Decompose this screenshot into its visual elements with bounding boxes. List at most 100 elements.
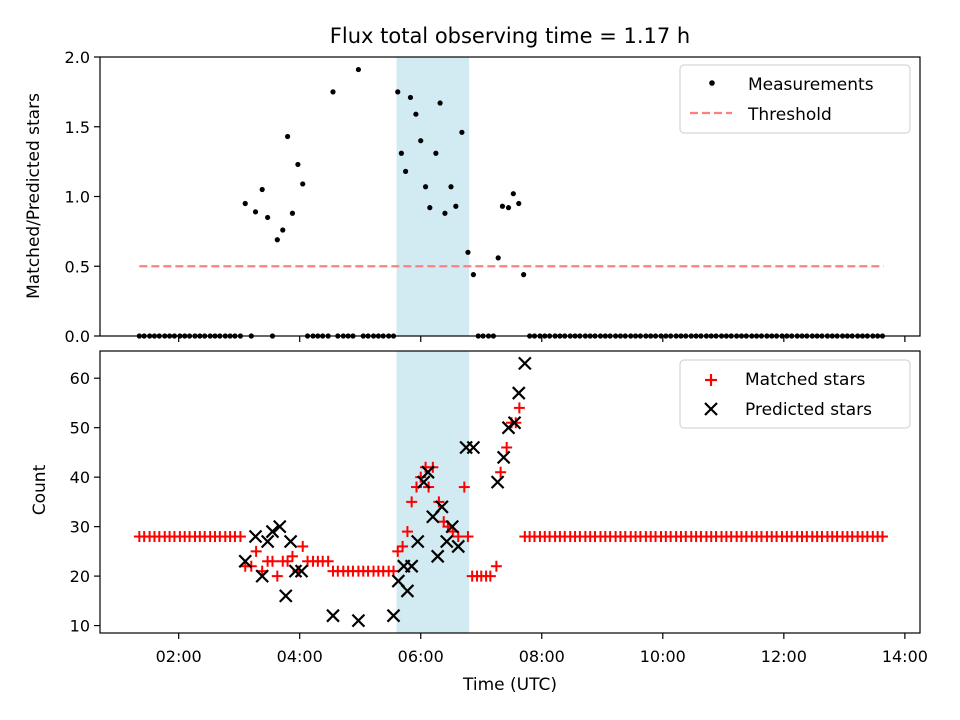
matched-point <box>234 531 246 543</box>
x-tick-label: 14:00 <box>882 647 928 666</box>
y-tick-label: 20 <box>70 567 90 586</box>
y-tick-label: 40 <box>70 468 90 487</box>
highlight-span <box>396 351 470 633</box>
measurement-point <box>427 205 433 211</box>
x-tick-label: 08:00 <box>519 647 565 666</box>
predicted-point <box>326 608 340 623</box>
measurement-point <box>289 210 296 216</box>
measurement-point <box>418 138 424 144</box>
predicted-point <box>518 356 532 371</box>
matched-point <box>401 526 413 538</box>
legend-matched-marker <box>705 374 717 386</box>
y-tick-label: 2.0 <box>65 48 90 67</box>
measurement-point <box>448 184 454 190</box>
matched-point <box>501 441 513 453</box>
measurement-point <box>459 129 465 135</box>
legend-predicted-label: Predicted stars <box>745 400 872 420</box>
matched-point <box>397 540 409 552</box>
matched-point <box>322 555 334 567</box>
measurement-point <box>510 191 516 197</box>
predicted-point <box>410 534 425 549</box>
legend-measurements-label: Measurements <box>748 75 874 95</box>
predicted-point <box>416 475 431 489</box>
measurement-point <box>395 89 401 95</box>
matched-point <box>490 560 502 572</box>
measurement-point <box>280 227 286 233</box>
y-tick-label: 10 <box>70 617 90 636</box>
measurement-point <box>470 272 476 278</box>
x-tick-label: 10:00 <box>640 647 686 666</box>
predicted-point <box>400 584 415 598</box>
legend-measurements-marker <box>709 80 715 86</box>
measurement-point <box>465 249 471 255</box>
predicted-point <box>445 519 459 534</box>
matched-point <box>250 545 262 557</box>
legend-matched-label: Matched stars <box>745 370 865 390</box>
measurement-point <box>516 200 522 207</box>
predicted-point <box>248 529 263 544</box>
plot-frame <box>99 350 921 634</box>
x-axis-label: Time (UTC) <box>462 675 557 695</box>
top-panel: 0.00.51.01.52.0 Matched/Predicted stars … <box>24 48 921 346</box>
predicted-point <box>507 415 522 430</box>
measurement-point <box>285 133 291 140</box>
y-tick-label: 0.5 <box>65 257 90 276</box>
predicted-point <box>265 524 280 539</box>
top-panel-legend: Measurements Threshold <box>679 64 911 134</box>
predicted-point <box>288 564 303 578</box>
matched-point <box>876 531 888 543</box>
x-tick-label: 06:00 <box>398 647 444 666</box>
predicted-point <box>439 534 454 549</box>
measurement-point <box>403 168 409 174</box>
measurement-point <box>442 210 448 216</box>
predicted-point <box>511 386 526 400</box>
matched-point <box>513 402 525 414</box>
measurement-point <box>242 200 248 207</box>
matched-point <box>458 481 470 493</box>
measurement-point <box>330 89 336 95</box>
matched-point <box>433 496 445 508</box>
matched-point <box>495 466 507 478</box>
measurement-point <box>422 184 429 190</box>
chart-title: Flux total observing time = 1.17 h <box>330 24 690 48</box>
predicted-point <box>255 569 269 583</box>
predicted-point <box>260 534 275 549</box>
predicted-point <box>386 608 401 623</box>
predicted-point <box>351 613 366 628</box>
top-panel-ylabel: Matched/Predicted stars <box>24 93 44 299</box>
predicted-point <box>404 559 419 573</box>
measurement-point <box>252 209 259 215</box>
legend-threshold-label: Threshold <box>747 105 832 125</box>
measurement-point <box>505 205 512 211</box>
predicted-point <box>283 534 298 549</box>
predicted-point <box>466 440 481 455</box>
highlight-span <box>396 57 470 336</box>
y-tick-label: 50 <box>70 419 90 438</box>
y-tick-label: 60 <box>70 369 90 388</box>
legend-frame <box>679 359 911 429</box>
measurement-point <box>300 181 306 187</box>
bottom-panel-ylabel: Count <box>30 464 50 515</box>
predicted-point <box>490 475 505 489</box>
matched-point <box>484 570 496 582</box>
y-tick-label: 30 <box>70 518 90 537</box>
matched-point <box>266 555 278 567</box>
matched-point <box>271 570 283 582</box>
measurement-point <box>295 161 301 168</box>
measurement-point <box>274 237 280 243</box>
legend-predicted-marker <box>704 402 718 416</box>
predicted-point <box>238 554 253 569</box>
predicted-point <box>279 589 293 603</box>
predicted-point <box>294 564 309 578</box>
matched-point <box>286 550 298 562</box>
measurement-point <box>521 272 527 278</box>
predicted-point <box>496 450 511 465</box>
matched-point <box>406 496 418 508</box>
measurement-point <box>453 203 459 209</box>
measurement-point <box>407 94 414 101</box>
bottom-panel: 10 20 30 40 50 60 02:00 04:00 06:00 08:00 10:00 12:… <box>30 350 928 666</box>
x-tick-label: 02:00 <box>156 647 202 666</box>
predicted-point <box>451 539 466 554</box>
x-tick-label: 04:00 <box>277 647 323 666</box>
